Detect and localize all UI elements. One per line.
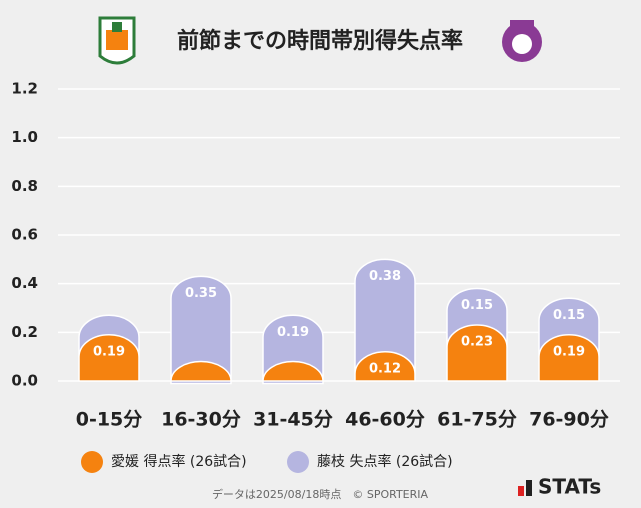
y-tick-label: 0.6 [11, 226, 38, 244]
y-tick-label: 0.8 [11, 177, 38, 195]
data-label: 0.38 [369, 269, 401, 284]
home-logo [98, 16, 136, 65]
bar-segment [354, 258, 416, 375]
bar-segment [78, 334, 140, 382]
bar-segment [262, 360, 324, 382]
data-label: 0.15 [461, 298, 493, 313]
bar-segment [170, 360, 232, 382]
x-tick-label: 76-90分 [529, 409, 609, 431]
legend-marker [287, 451, 309, 473]
y-tick-label: 0.4 [11, 274, 38, 292]
chart-title: 前節までの時間帯別得失点率 [177, 28, 463, 54]
data-label: 0.15 [553, 308, 585, 323]
brand: STATs [538, 475, 601, 499]
x-tick-label: 31-45分 [253, 409, 333, 431]
bar-segment [538, 334, 600, 382]
y-tick-label: 0.2 [11, 323, 38, 341]
x-tick-label: 0-15分 [76, 409, 143, 431]
legend-marker [81, 451, 103, 473]
data-label: 0.23 [461, 335, 493, 350]
x-tick-label: 61-75分 [437, 409, 517, 431]
data-label: 0.35 [185, 286, 217, 301]
data-label: 0.19 [553, 344, 585, 359]
bar-segment [354, 351, 416, 382]
legend-label: 藤枝 失点率 (26試合) [317, 453, 453, 470]
legend-label: 愛媛 得点率 (26試合) [111, 453, 247, 470]
bar-segment [446, 324, 508, 382]
bar-segment [170, 275, 232, 385]
x-tick-label: 16-30分 [161, 409, 241, 431]
data-label: 0.12 [369, 361, 401, 376]
data-label: 0.19 [93, 344, 125, 359]
data-label: 0.19 [277, 325, 309, 340]
y-tick-label: 0.0 [11, 372, 38, 390]
y-tick-label: 1.0 [11, 128, 38, 146]
y-tick-label: 1.2 [11, 80, 38, 98]
footnote: データは2025/08/18時点 © SPORTERIA [212, 487, 429, 501]
brand-logo [518, 480, 532, 496]
away-logo [502, 20, 542, 62]
x-tick-label: 46-60分 [345, 409, 425, 431]
